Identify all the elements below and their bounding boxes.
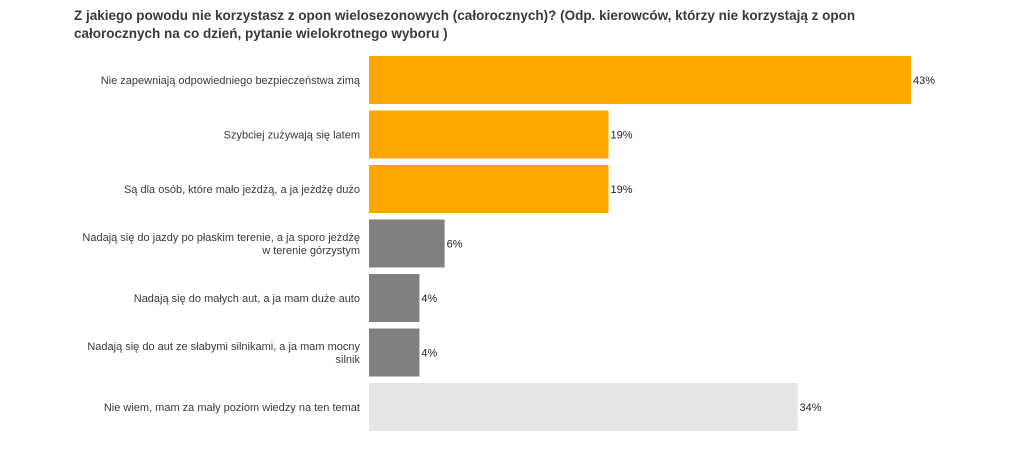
category-label-1: Nie zapewniają odpowiedniego bezpieczeńs…: [101, 75, 361, 87]
category-label-2: Szybciej zużywają się latem: [224, 130, 360, 142]
bar-7: [369, 383, 798, 431]
value-label-6: 4%: [421, 348, 437, 360]
value-label-7: 34%: [800, 402, 822, 414]
value-label-1: 43%: [913, 75, 935, 87]
category-label-6: Nadają się do aut ze słabymi silnikami, …: [87, 341, 360, 366]
bar-1: [369, 56, 911, 104]
bar-3: [369, 165, 609, 213]
value-label-2: 19%: [610, 130, 632, 142]
bar-6: [369, 328, 420, 377]
category-label-5: Nadają się do małych aut, a ja mam duże …: [134, 293, 360, 305]
bar-4: [369, 219, 445, 268]
value-label-4: 6%: [447, 239, 463, 251]
category-label-4: Nadają się do jazdy po płaskim terenie, …: [82, 232, 360, 257]
category-label-7: Nie wiem, mam za mały poziom wiedzy na t…: [104, 402, 360, 414]
value-label-5: 4%: [421, 293, 437, 305]
bar-5: [369, 274, 420, 322]
category-label-3: Są dla osób, które mało jeżdżą, a ja jeż…: [124, 184, 360, 196]
value-label-3: 19%: [610, 184, 632, 196]
bar-2: [369, 110, 609, 159]
chart-title: Z jakiego powodu nie korzystasz z opon w…: [74, 8, 856, 41]
